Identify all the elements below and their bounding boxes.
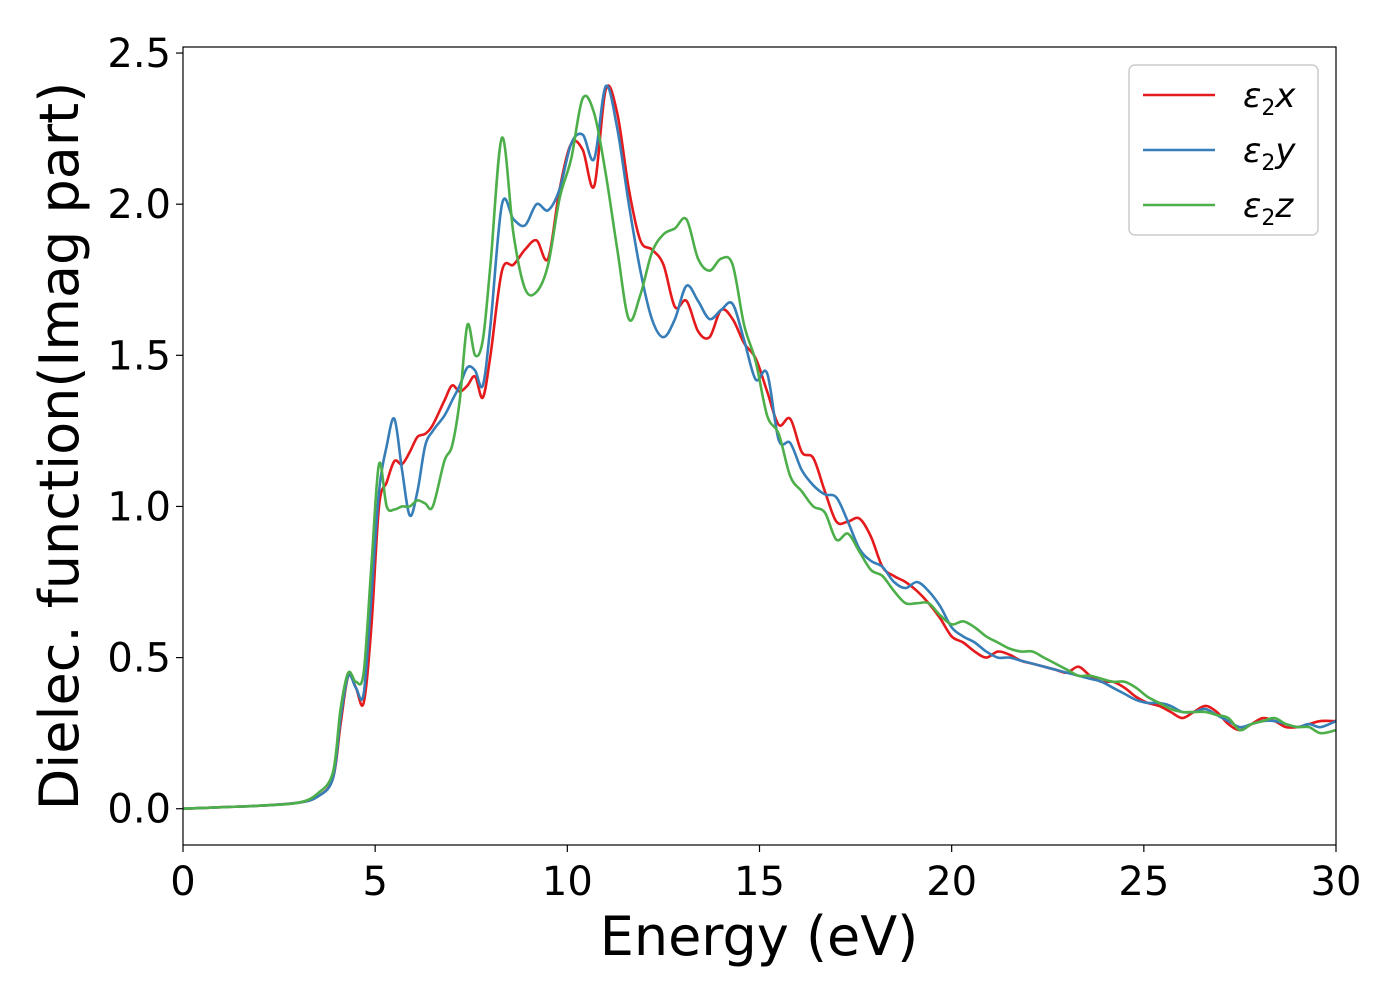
series-line-x <box>183 84 1336 811</box>
series-line-z <box>183 94 1336 811</box>
x-tick-label: 25 <box>1118 859 1169 905</box>
legend: ε2x ε2y ε2z <box>1128 64 1319 236</box>
series-line-y <box>183 84 1336 811</box>
y-axis-title: Dielec. function(Imag part) <box>28 82 91 811</box>
x-tick-label: 15 <box>734 859 785 905</box>
y-tick-label: 1.5 <box>107 333 171 379</box>
y-tick-label: 0.0 <box>107 787 171 833</box>
series-layer <box>183 84 1336 811</box>
y-tick-label: 2.5 <box>107 31 171 77</box>
x-axis-title: Energy (eV) <box>600 905 919 968</box>
x-tick-label: 10 <box>542 859 593 905</box>
x-tick-label: 30 <box>1311 859 1362 905</box>
y-tick-label: 1.0 <box>107 484 171 530</box>
legend-label-y: ε2y <box>1243 131 1296 176</box>
x-tick-label: 5 <box>362 859 387 905</box>
y-tick-label: 2.0 <box>107 182 171 228</box>
x-tick-label: 20 <box>926 859 977 905</box>
legend-label-z: ε2z <box>1243 186 1294 231</box>
legend-box <box>1128 64 1319 236</box>
x-axis: 0 5 10 15 20 25 30 <box>170 845 1361 905</box>
y-axis: 0.0 0.5 1.0 1.5 2.0 2.5 <box>107 31 183 833</box>
legend-label-x: ε2x <box>1243 76 1296 121</box>
y-tick-label: 0.5 <box>107 636 171 682</box>
x-tick-label: 0 <box>170 859 195 905</box>
